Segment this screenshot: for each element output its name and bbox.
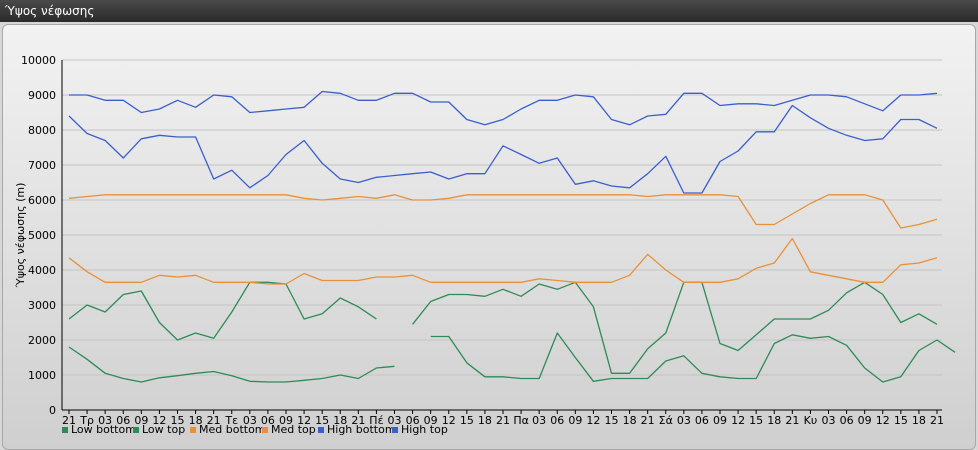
x-tick-label: 09	[568, 414, 582, 427]
x-tick-label: 03	[532, 414, 546, 427]
window-title: Ύψος νέφωσης	[5, 4, 95, 18]
legend: Low bottom Low top Med bottom Med top High b…	[62, 423, 448, 436]
x-tick-label: 03	[98, 414, 112, 427]
x-tick-label: 12	[586, 414, 600, 427]
x-tick-label: 12	[152, 414, 166, 427]
x-tick-label: 03	[388, 414, 402, 427]
x-tick-label: Κυ	[804, 414, 818, 427]
y-tick-label: 1000	[28, 369, 56, 382]
x-tick-label: 21	[785, 414, 799, 427]
x-tick-label: 15	[894, 414, 908, 427]
x-tick-label: 18	[623, 414, 637, 427]
legend-entry-med-bottom: Med bottom	[199, 423, 266, 436]
x-tick-label: 06	[550, 414, 564, 427]
y-tick-label: 2000	[28, 334, 56, 347]
x-tick-label: 06	[116, 414, 130, 427]
x-tick-label: 12	[442, 414, 456, 427]
series-line-low-top	[68, 281, 938, 374]
y-tick-label: 9000	[28, 89, 56, 102]
x-tick-label: 09	[134, 414, 148, 427]
series-line-med-bottom	[68, 237, 938, 285]
y-tick-label: 8000	[28, 124, 56, 137]
x-tick-label: 06	[695, 414, 709, 427]
x-tick-label: 18	[478, 414, 492, 427]
y-tick-label: 0	[49, 404, 56, 417]
y-tick-label: 6000	[28, 194, 56, 207]
y-tick-label: 10000	[21, 54, 56, 67]
x-axis-ticks: 21 Τρ 03 06 09 12 15 18 21 Τε 03 06 09 12 15 18 21 Πέ 03 06…	[62, 410, 944, 427]
x-tick-label: 15	[749, 414, 763, 427]
x-tick-label: 12	[876, 414, 890, 427]
x-tick-label: 12	[731, 414, 745, 427]
x-tick-label: 21	[351, 414, 365, 427]
x-tick-label: 09	[279, 414, 293, 427]
legend-swatch-med-top	[262, 427, 268, 433]
x-tick-label: 03	[677, 414, 691, 427]
x-tick-label: 18	[912, 414, 926, 427]
x-tick-label: Τε	[224, 414, 238, 427]
grid	[62, 59, 942, 411]
x-tick-label: Πα	[513, 414, 529, 427]
x-tick-label: 21	[930, 414, 944, 427]
x-tick-label: 03	[822, 414, 836, 427]
x-tick-label: 12	[297, 414, 311, 427]
x-tick-label: 09	[424, 414, 438, 427]
x-tick-label: Πέ	[369, 414, 383, 427]
legend-swatch-high-bottom	[318, 427, 324, 433]
y-axis-ticks: 0 1000 2000 3000 4000 5000 6000 7000 8000 9000 100…	[21, 54, 56, 417]
x-tick-label: 21	[641, 414, 655, 427]
x-tick-label: 06	[406, 414, 420, 427]
y-tick-label: 3000	[28, 299, 56, 312]
x-tick-label: Τρ	[79, 414, 94, 427]
legend-entry-med-top: Med top	[271, 423, 316, 436]
legend-entry-low-top: Low top	[142, 423, 185, 436]
series-line-high-bottom	[68, 104, 938, 194]
y-tick-label: 5000	[28, 229, 56, 242]
x-tick-label: 15	[605, 414, 619, 427]
axes	[61, 60, 942, 411]
x-tick-label: 06	[840, 414, 854, 427]
x-tick-label: 09	[713, 414, 727, 427]
x-tick-label: 18	[767, 414, 781, 427]
series-line-low-bottom	[68, 332, 956, 383]
legend-swatch-med-bottom	[190, 427, 196, 433]
x-tick-label: Σά	[659, 414, 673, 427]
legend-entry-high-bottom: High bottom	[327, 423, 396, 436]
series-line-med-top	[68, 194, 938, 229]
y-axis-label: Ύψος νέφωσης (m)	[14, 183, 27, 289]
x-tick-label: 15	[460, 414, 474, 427]
x-tick-label: 21	[207, 414, 221, 427]
legend-entry-low-bottom: Low bottom	[71, 423, 136, 436]
x-tick-label: 09	[858, 414, 872, 427]
x-tick-label: 21	[62, 414, 76, 427]
x-tick-label: 06	[261, 414, 275, 427]
y-tick-label: 4000	[28, 264, 56, 277]
x-tick-label: 21	[496, 414, 510, 427]
legend-entry-high-top: High top	[401, 423, 448, 436]
legend-swatch-high-top	[392, 427, 398, 433]
series-line-high-top	[69, 90, 938, 126]
window-titlebar: Ύψος νέφωσης	[0, 0, 978, 22]
legend-swatch-low-bottom	[62, 427, 68, 433]
x-tick-label: 15	[171, 414, 185, 427]
x-tick-label: 18	[333, 414, 347, 427]
legend-swatch-low-top	[133, 427, 139, 433]
y-tick-label: 7000	[28, 159, 56, 172]
x-tick-label: 18	[189, 414, 203, 427]
series-lines	[68, 90, 956, 383]
x-tick-label: 15	[315, 414, 329, 427]
x-tick-label: 03	[243, 414, 257, 427]
